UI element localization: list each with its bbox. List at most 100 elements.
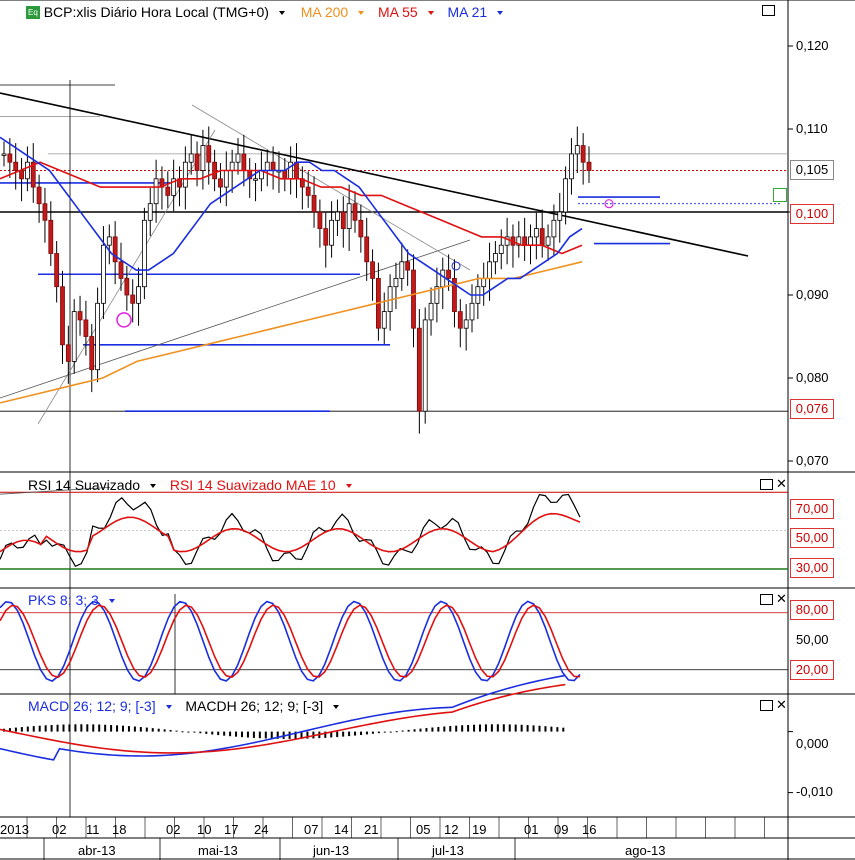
eq-badge[interactable]: Eq xyxy=(26,6,40,19)
price-tick: 0,110 xyxy=(796,121,828,136)
macd-panel-header: MACD 26; 12; 9; [-3] MACDH 26; 12; 9; [-… xyxy=(28,698,339,714)
macd-line xyxy=(0,674,566,761)
macd-histogram-bar xyxy=(116,725,119,732)
x-month-label: jul-13 xyxy=(432,843,464,858)
pks-label[interactable]: PKS 8; 3; 3 xyxy=(28,592,99,608)
candle-body xyxy=(95,302,100,371)
rsi-dropdown-icon[interactable] xyxy=(149,484,156,489)
price-tick: 0,080 xyxy=(796,370,829,385)
x-day-label: 16 xyxy=(582,822,597,837)
candle-body xyxy=(329,219,335,246)
rsi-close-icon[interactable]: ✕ xyxy=(776,476,787,491)
candle-body xyxy=(428,302,434,321)
macd-histogram-bar xyxy=(401,730,404,732)
symbol-dropdown-icon[interactable] xyxy=(278,11,285,16)
macd-histogram-bar xyxy=(122,725,124,732)
scroll-to-end-icon[interactable] xyxy=(773,188,787,202)
macd-histogram-bar xyxy=(50,725,53,732)
macd-tick-neg: -0,010 xyxy=(796,784,833,799)
ma21-label[interactable]: MA 21 xyxy=(447,4,488,20)
candle-body xyxy=(305,186,311,196)
candle-body xyxy=(65,344,71,362)
ma21-dropdown-icon[interactable] xyxy=(497,11,504,16)
candle-body xyxy=(118,261,124,279)
macd-histogram-bar xyxy=(306,731,309,739)
macd-histogram-bar xyxy=(330,731,333,738)
macd-dropdown-icon[interactable] xyxy=(165,705,172,710)
candle-body xyxy=(381,311,387,329)
signal-circle xyxy=(116,312,132,328)
macd-histogram-bar xyxy=(80,724,83,732)
ma200-dropdown-icon[interactable] xyxy=(358,11,365,16)
pks-close-icon[interactable]: ✕ xyxy=(776,591,787,606)
macd-histogram-bar xyxy=(199,731,202,734)
pks-maximize-button[interactable] xyxy=(760,594,773,605)
macd-close-icon[interactable]: ✕ xyxy=(776,697,787,712)
x-day-label: 05 xyxy=(416,822,431,837)
macd-histogram-bar xyxy=(550,726,553,732)
rsi-divergence-line xyxy=(0,487,111,495)
macd-histogram-bar xyxy=(8,728,11,732)
macd-histogram-bar xyxy=(252,731,255,738)
pks-dropdown-icon[interactable] xyxy=(108,599,115,604)
candle-body xyxy=(194,153,200,171)
ma55-dropdown-icon[interactable] xyxy=(427,11,434,16)
macd-histogram-bar xyxy=(360,731,362,736)
x-day-label: 07 xyxy=(304,822,319,837)
candle-body xyxy=(30,161,36,188)
macd-histogram-bar xyxy=(264,731,267,739)
macd-histogram-bar xyxy=(300,731,303,739)
candle-body xyxy=(223,170,229,188)
price-tick: 0,090 xyxy=(796,287,829,302)
macdh-label[interactable]: MACDH 26; 12; 9; [-3] xyxy=(185,698,324,714)
macd-histogram-bar xyxy=(157,728,160,732)
maximize-button[interactable] xyxy=(762,5,775,16)
macd-histogram-bar xyxy=(92,724,95,732)
trendline-thin xyxy=(0,239,471,399)
symbol-title[interactable]: BCP:xlis Diário Hora Local (TMG+0) xyxy=(43,4,269,20)
macd-tick-0: 0,000 xyxy=(796,736,829,751)
x-month-label: mai-13 xyxy=(198,843,238,858)
candle-body xyxy=(405,261,411,271)
rsi-maximize-button[interactable] xyxy=(760,479,773,490)
ma55-line xyxy=(0,161,583,255)
ma200-label[interactable]: MA 200 xyxy=(300,4,349,20)
x-day-label: 02 xyxy=(166,822,181,837)
macd-histogram-bar xyxy=(235,731,238,737)
candle-body xyxy=(504,236,510,246)
candle-body xyxy=(586,161,592,171)
candle-body xyxy=(358,219,364,238)
macd-histogram-bar xyxy=(556,727,559,732)
rsi-mae-label[interactable]: RSI 14 Suavizado MAE 10 xyxy=(169,477,336,493)
candle-body xyxy=(112,236,118,263)
ma55-label[interactable]: MA 55 xyxy=(377,4,418,20)
candle-body xyxy=(323,228,329,246)
candle-body xyxy=(352,203,358,221)
macd-histogram-bar xyxy=(26,726,29,732)
candle-body xyxy=(229,161,235,171)
candle-body xyxy=(446,269,452,279)
signal-circle xyxy=(451,261,461,271)
macd-histogram-bar xyxy=(514,724,517,732)
macd-histogram-bar xyxy=(324,731,327,738)
rsi-mae-dropdown-icon[interactable] xyxy=(345,484,352,489)
candle-body xyxy=(416,327,422,412)
macd-histogram-bar xyxy=(371,731,374,734)
macdh-dropdown-icon[interactable] xyxy=(333,705,339,710)
macd-histogram-bar xyxy=(56,724,59,732)
candle-body xyxy=(452,277,457,312)
x-day-label: 11 xyxy=(86,822,100,837)
pks-tick-20: 20,00 xyxy=(790,660,834,680)
rsi-mae-line xyxy=(0,512,581,553)
pks-d-line xyxy=(0,604,581,679)
x-day-label: 17 xyxy=(224,822,239,837)
rsi-label[interactable]: RSI 14 Suavizado xyxy=(28,477,141,493)
macd-histogram-bar xyxy=(473,724,476,732)
macd-signal-line xyxy=(0,683,566,754)
candle-body xyxy=(346,203,352,229)
macd-label[interactable]: MACD 26; 12; 9; [-3] xyxy=(28,698,156,714)
candle-body xyxy=(212,161,218,180)
candle-body xyxy=(557,211,563,221)
macd-maximize-button[interactable] xyxy=(760,700,773,711)
